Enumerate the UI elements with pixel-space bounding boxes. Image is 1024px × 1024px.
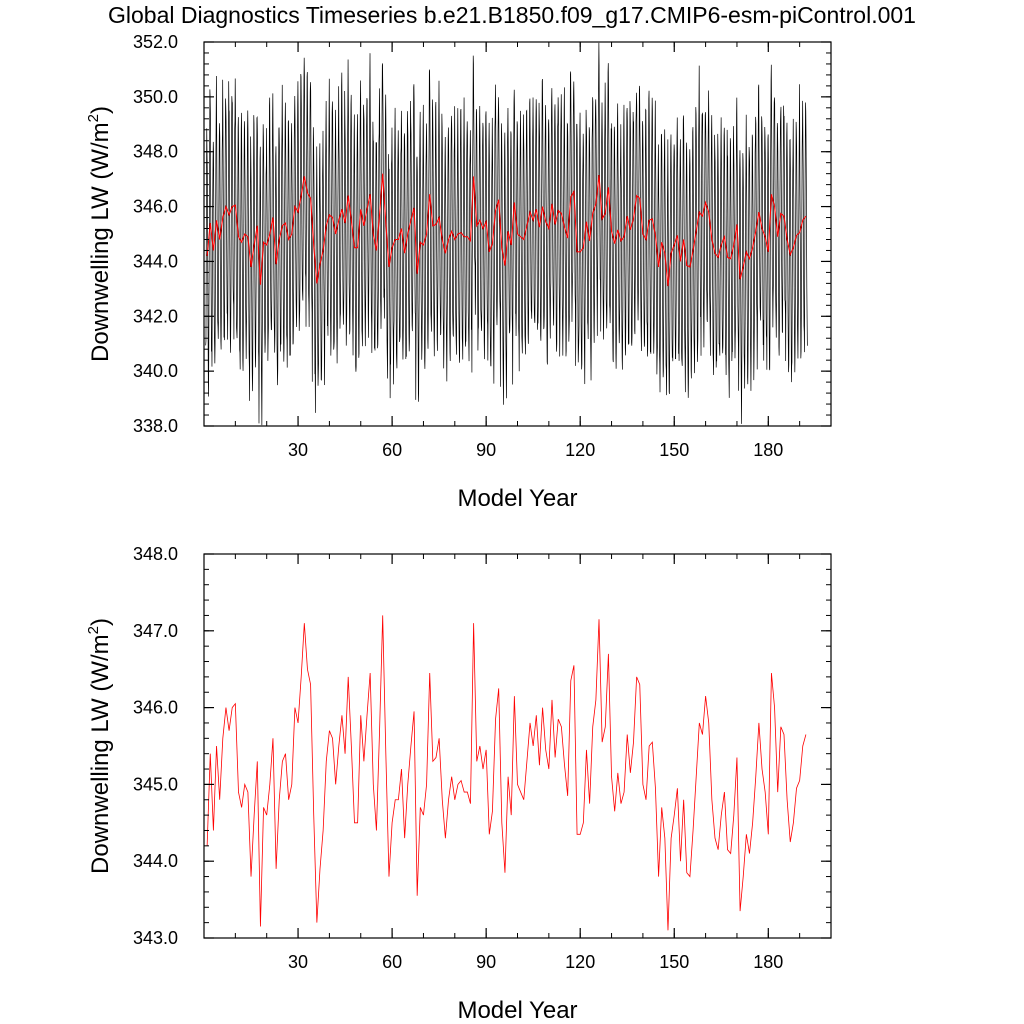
x-axis-title: Model Year (457, 485, 577, 512)
monthly-series-line (205, 42, 808, 426)
y-tick-label: 338.0 (133, 416, 178, 436)
x-tick-label: 180 (753, 952, 783, 972)
x-tick-label: 120 (565, 952, 595, 972)
y-tick-label: 346.0 (133, 698, 178, 718)
annual-series-line (206, 173, 807, 287)
y-axis-title: Downwelling LW (W/m2) (85, 106, 114, 362)
y-tick-label: 345.0 (133, 774, 178, 794)
page-title: Global Diagnostics Timeseries b.e21.B185… (108, 2, 916, 28)
y-tick-label: 350.0 (133, 87, 178, 107)
y-tick-label: 340.0 (133, 361, 178, 381)
annual-timeseries-panel: 30 60 90 120 150 180 343.0 344.0 345.0 346.0 347.0… (85, 544, 832, 1024)
y-tick-label: 352.0 (133, 32, 178, 52)
y-tick-label: 343.0 (133, 928, 178, 948)
y-tick-label: 344.0 (133, 851, 178, 871)
x-tick-label: 60 (382, 440, 402, 460)
y-tick-label: 342.0 (133, 306, 178, 326)
annual-series-line (206, 615, 807, 931)
x-tick-label: 150 (659, 440, 689, 460)
x-tick-label: 150 (659, 952, 689, 972)
x-tick-label: 180 (753, 440, 783, 460)
y-tick-label: 344.0 (133, 251, 178, 271)
y-tick-label: 348.0 (133, 142, 178, 162)
x-axis-title: Model Year (457, 997, 577, 1024)
y-tick-label: 347.0 (133, 621, 178, 641)
y-axis-title: Downwelling LW (W/m2) (85, 618, 114, 874)
monthly-timeseries-panel: 30 60 90 120 150 180 338.0 340.0 342.0 344.0 346.0… (85, 32, 832, 512)
y-tick-label: 348.0 (133, 544, 178, 564)
x-tick-label: 90 (476, 440, 496, 460)
x-tick-label: 60 (382, 952, 402, 972)
plot-frame (203, 553, 832, 939)
x-tick-label: 90 (476, 952, 496, 972)
x-tick-label: 120 (565, 440, 595, 460)
x-tick-label: 30 (288, 440, 308, 460)
x-tick-label: 30 (288, 952, 308, 972)
y-tick-label: 346.0 (133, 197, 178, 217)
